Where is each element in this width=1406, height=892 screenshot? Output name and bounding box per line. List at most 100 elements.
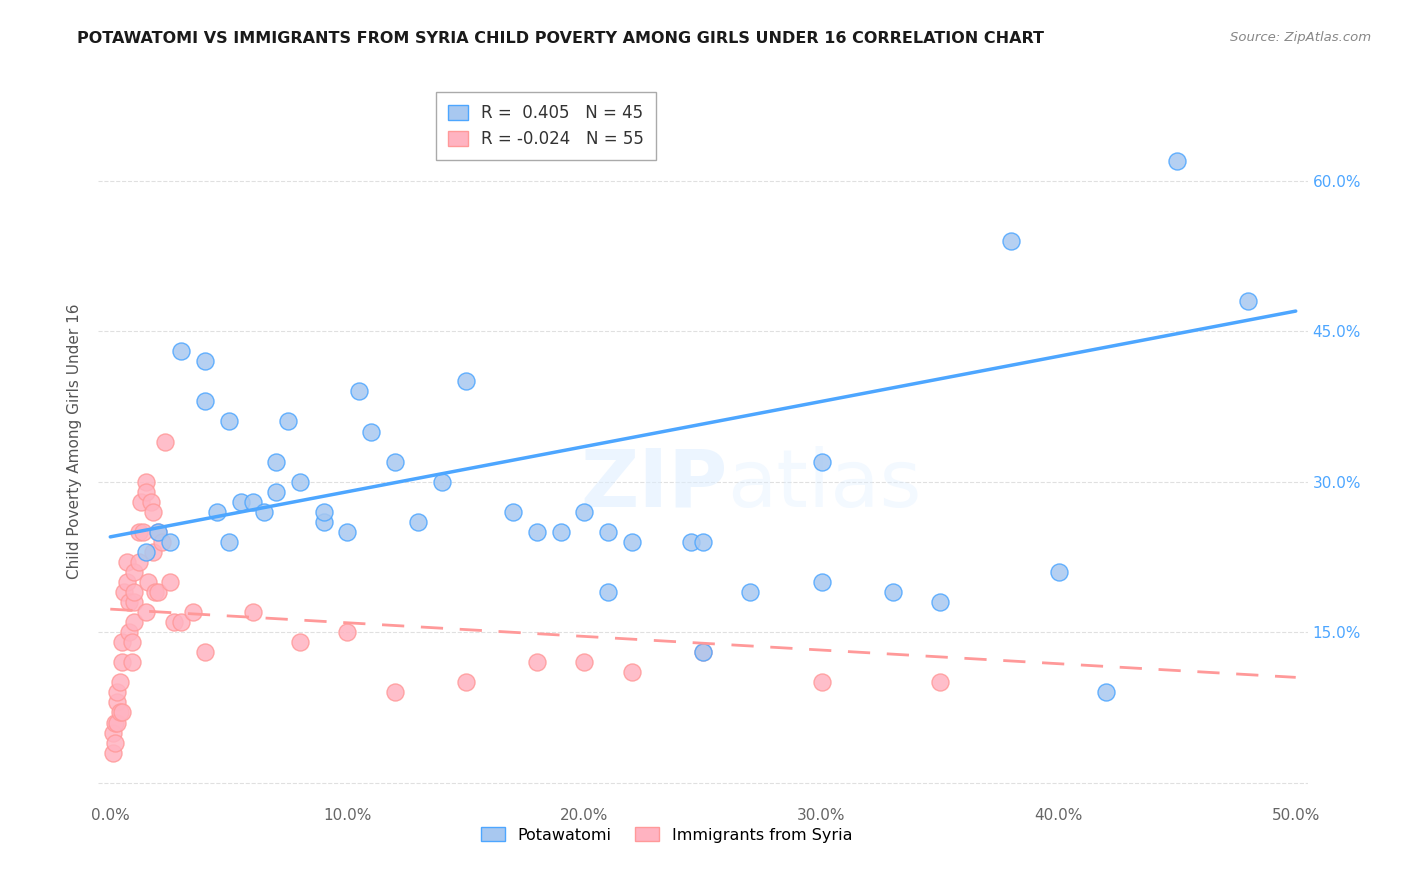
Point <box>336 524 359 539</box>
Point <box>159 574 181 589</box>
Point <box>218 414 240 428</box>
Point <box>159 534 181 549</box>
Point <box>101 725 124 739</box>
Point <box>218 534 240 549</box>
Point <box>111 706 134 720</box>
Point <box>101 746 124 760</box>
Point <box>242 494 264 508</box>
Point <box>111 655 134 669</box>
Point <box>681 534 703 549</box>
Point <box>132 524 155 539</box>
Point <box>108 675 131 690</box>
Point <box>105 696 128 710</box>
Point <box>336 625 359 640</box>
Point <box>146 585 169 599</box>
Point <box>104 715 127 730</box>
Point <box>264 454 287 469</box>
Point <box>146 524 169 539</box>
Point <box>135 605 157 619</box>
Point <box>550 524 572 539</box>
Point <box>108 706 131 720</box>
Point <box>574 655 596 669</box>
Point <box>118 595 141 609</box>
Point <box>105 715 128 730</box>
Point <box>277 414 299 428</box>
Point <box>810 675 832 690</box>
Point <box>264 484 287 499</box>
Point <box>194 354 217 368</box>
Point <box>115 555 138 569</box>
Point <box>574 505 596 519</box>
Point <box>153 434 176 449</box>
Point <box>128 555 150 569</box>
Point <box>121 655 143 669</box>
Point <box>1166 153 1188 168</box>
Point <box>194 394 217 409</box>
Point <box>118 625 141 640</box>
Point <box>929 595 952 609</box>
Point <box>347 384 370 399</box>
Point <box>152 534 174 549</box>
Point <box>598 524 620 539</box>
Point <box>163 615 186 630</box>
Point <box>136 574 159 589</box>
Point <box>111 635 134 649</box>
Point <box>526 655 548 669</box>
Point <box>384 685 406 699</box>
Point <box>129 494 152 508</box>
Point <box>143 585 166 599</box>
Point <box>526 524 548 539</box>
Point <box>135 545 157 559</box>
Point <box>1095 685 1118 699</box>
Point <box>384 454 406 469</box>
Point <box>105 685 128 699</box>
Point <box>242 605 264 619</box>
Point <box>135 484 157 499</box>
Point <box>882 585 904 599</box>
Point <box>229 494 252 508</box>
Point <box>408 515 430 529</box>
Point <box>128 524 150 539</box>
Point <box>181 605 204 619</box>
Text: Source: ZipAtlas.com: Source: ZipAtlas.com <box>1230 31 1371 45</box>
Point <box>810 574 832 589</box>
Point <box>454 374 477 388</box>
Point <box>620 534 643 549</box>
Point <box>139 494 162 508</box>
Text: ZIP: ZIP <box>579 446 727 524</box>
Point <box>142 505 165 519</box>
Point <box>122 585 145 599</box>
Point <box>288 635 311 649</box>
Point <box>1237 293 1260 308</box>
Point <box>810 454 832 469</box>
Point <box>692 645 714 659</box>
Point <box>114 585 136 599</box>
Point <box>253 505 276 519</box>
Point <box>135 475 157 489</box>
Point <box>122 615 145 630</box>
Point <box>929 675 952 690</box>
Y-axis label: Child Poverty Among Girls Under 16: Child Poverty Among Girls Under 16 <box>67 304 83 579</box>
Point <box>122 595 145 609</box>
Point <box>454 675 477 690</box>
Point <box>288 475 311 489</box>
Point <box>432 475 454 489</box>
Point <box>312 505 335 519</box>
Point <box>502 505 524 519</box>
Text: POTAWATOMI VS IMMIGRANTS FROM SYRIA CHILD POVERTY AMONG GIRLS UNDER 16 CORRELATI: POTAWATOMI VS IMMIGRANTS FROM SYRIA CHIL… <box>77 31 1045 46</box>
Point <box>740 585 762 599</box>
Point <box>104 735 127 749</box>
Point <box>692 645 714 659</box>
Point <box>146 524 169 539</box>
Point <box>194 645 217 659</box>
Point <box>312 515 335 529</box>
Point <box>620 665 643 680</box>
Point <box>360 425 382 439</box>
Legend: Potawatomi, Immigrants from Syria: Potawatomi, Immigrants from Syria <box>474 821 859 849</box>
Point <box>205 505 228 519</box>
Point <box>122 565 145 579</box>
Point <box>115 574 138 589</box>
Point <box>170 344 193 359</box>
Point <box>598 585 620 599</box>
Point <box>1047 565 1070 579</box>
